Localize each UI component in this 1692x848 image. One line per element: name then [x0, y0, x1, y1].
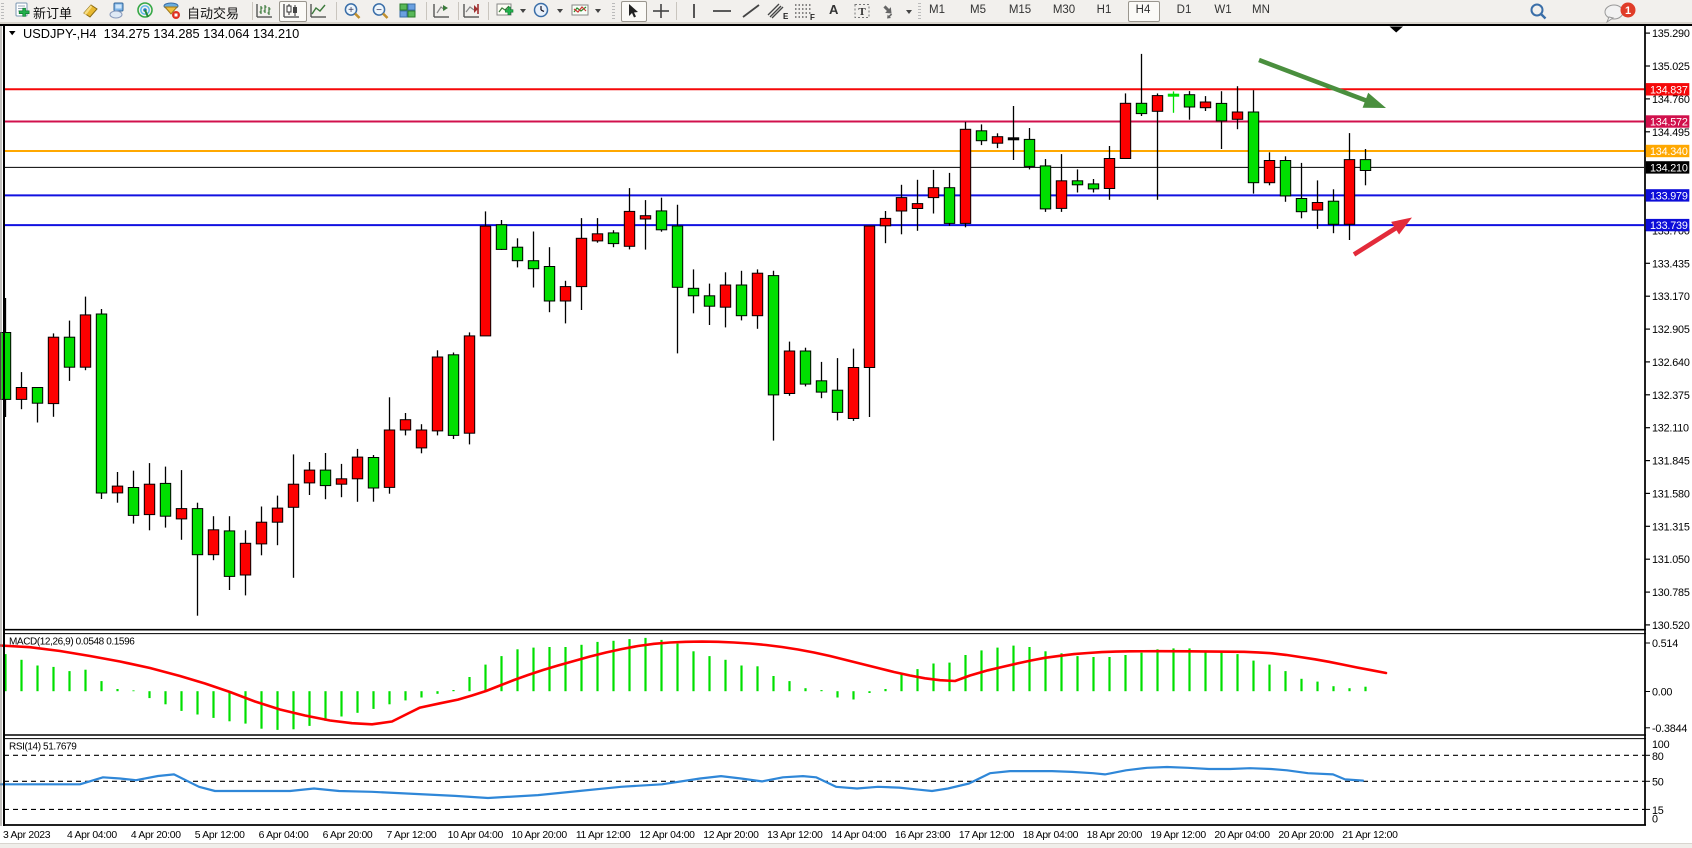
svg-text:0.00: 0.00 — [1652, 687, 1672, 699]
svg-text:132.110: 132.110 — [1652, 423, 1689, 435]
svg-text:15: 15 — [1652, 805, 1664, 817]
svg-text:12 Apr 20:00: 12 Apr 20:00 — [703, 830, 759, 841]
svg-text:+: + — [348, 5, 354, 16]
svg-text:133.979: 133.979 — [1650, 190, 1688, 202]
svg-text:133.170: 133.170 — [1652, 291, 1690, 303]
svg-text:6 Apr 04:00: 6 Apr 04:00 — [259, 830, 309, 841]
svg-text:50: 50 — [1652, 777, 1664, 789]
svg-text:135.290: 135.290 — [1652, 28, 1690, 40]
svg-text:20 Apr 04:00: 20 Apr 04:00 — [1214, 830, 1270, 841]
svg-text:18 Apr 04:00: 18 Apr 04:00 — [1023, 830, 1079, 841]
svg-text:11 Apr 12:00: 11 Apr 12:00 — [576, 830, 631, 841]
svg-text:132.640: 132.640 — [1652, 357, 1690, 369]
svg-text:134.572: 134.572 — [1650, 117, 1688, 129]
svg-text:RSI(14) 51.7679: RSI(14) 51.7679 — [9, 742, 77, 753]
svg-text:F: F — [810, 13, 815, 21]
svg-text:131.845: 131.845 — [1652, 456, 1690, 468]
svg-text:130.785: 130.785 — [1652, 587, 1690, 599]
svg-text:14 Apr 04:00: 14 Apr 04:00 — [831, 830, 887, 841]
svg-text:131.050: 131.050 — [1652, 554, 1690, 566]
svg-text:80: 80 — [1652, 751, 1664, 763]
svg-text:131.315: 131.315 — [1652, 521, 1690, 533]
svg-text:-0.3844: -0.3844 — [1652, 723, 1687, 735]
svg-text:12 Apr 04:00: 12 Apr 04:00 — [639, 830, 695, 841]
svg-text:3 Apr 2023: 3 Apr 2023 — [3, 830, 51, 841]
svg-text:5 Apr 12:00: 5 Apr 12:00 — [195, 830, 245, 841]
svg-text:134.210: 134.210 — [1650, 162, 1688, 174]
svg-text:16 Apr 23:00: 16 Apr 23:00 — [895, 830, 951, 841]
svg-text:134.495: 134.495 — [1652, 127, 1690, 139]
svg-text:133.739: 133.739 — [1650, 220, 1688, 232]
svg-text:0: 0 — [1652, 814, 1658, 826]
svg-text:MACD(12,26,9) 0.0548 0.1596: MACD(12,26,9) 0.0548 0.1596 — [9, 637, 135, 648]
svg-text:18 Apr 20:00: 18 Apr 20:00 — [1087, 830, 1143, 841]
svg-text:10 Apr 20:00: 10 Apr 20:00 — [512, 830, 568, 841]
svg-text:−: − — [376, 5, 382, 16]
svg-text:131.580: 131.580 — [1652, 488, 1690, 500]
svg-text:10 Apr 04:00: 10 Apr 04:00 — [448, 830, 504, 841]
svg-text:4 Apr 04:00: 4 Apr 04:00 — [67, 830, 117, 841]
svg-text:13 Apr 12:00: 13 Apr 12:00 — [767, 830, 823, 841]
svg-text:4 Apr 20:00: 4 Apr 20:00 — [131, 830, 181, 841]
svg-text:20 Apr 20:00: 20 Apr 20:00 — [1278, 830, 1334, 841]
svg-text:133.435: 133.435 — [1652, 258, 1690, 270]
svg-text:134.340: 134.340 — [1650, 146, 1688, 158]
svg-text:134.760: 134.760 — [1652, 94, 1690, 106]
svg-text:135.025: 135.025 — [1652, 61, 1690, 73]
svg-text:134.837: 134.837 — [1650, 84, 1688, 96]
svg-text:19 Apr 12:00: 19 Apr 12:00 — [1151, 830, 1207, 841]
svg-text:USDJPY-,H4 134.275 134.285 13: USDJPY-,H4 134.275 134.285 134.064 134.2… — [23, 26, 299, 41]
svg-text:100: 100 — [1652, 739, 1670, 751]
svg-text:21 Apr 12:00: 21 Apr 12:00 — [1342, 830, 1398, 841]
svg-text:1: 1 — [1625, 5, 1631, 17]
svg-text:17 Apr 12:00: 17 Apr 12:00 — [959, 830, 1015, 841]
svg-text:132.375: 132.375 — [1652, 390, 1690, 402]
svg-text:E: E — [783, 12, 789, 21]
svg-text:132.905: 132.905 — [1652, 324, 1690, 336]
svg-text:0.514: 0.514 — [1652, 638, 1678, 650]
svg-text:6 Apr 20:00: 6 Apr 20:00 — [323, 830, 373, 841]
svg-text:7 Apr 12:00: 7 Apr 12:00 — [386, 830, 436, 841]
svg-text:T: T — [858, 6, 866, 18]
svg-text:130.520: 130.520 — [1652, 620, 1690, 632]
